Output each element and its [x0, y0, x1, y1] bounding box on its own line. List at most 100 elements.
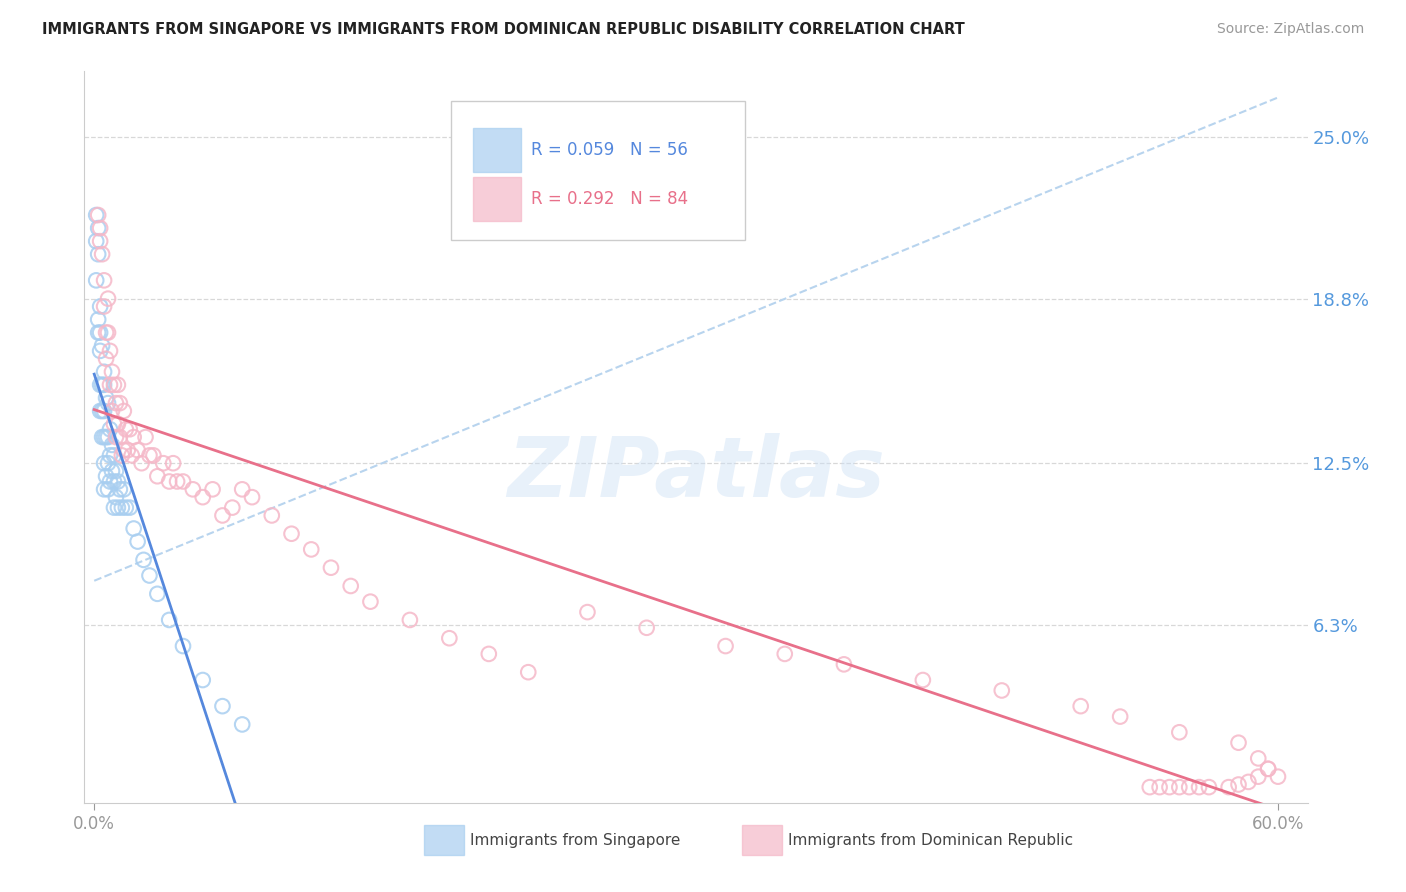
Point [87, 208, 110, 222]
Point [94, 326, 117, 340]
Point [1139, 780, 1161, 794]
Point [576, 605, 599, 619]
Point [1227, 778, 1250, 792]
Point [135, 430, 157, 444]
Point [127, 534, 149, 549]
Text: Immigrants from Dominican Republic: Immigrants from Dominican Republic [787, 833, 1073, 848]
Point [101, 438, 124, 452]
Point [714, 639, 737, 653]
Point [399, 613, 422, 627]
Point [89, 300, 111, 314]
Point [97, 430, 120, 444]
Text: IMMIGRANTS FROM SINGAPORE VS IMMIGRANTS FROM DOMINICAN REPUBLIC DISABILITY CORRE: IMMIGRANTS FROM SINGAPORE VS IMMIGRANTS … [42, 22, 965, 37]
Point [1218, 780, 1240, 794]
Point [93, 377, 115, 392]
Point [107, 475, 129, 489]
Point [93, 365, 115, 379]
Point [138, 568, 160, 582]
Point [104, 396, 127, 410]
Point [127, 443, 149, 458]
Point [98, 377, 121, 392]
Point [84, 234, 107, 248]
Point [93, 404, 115, 418]
Point [146, 587, 169, 601]
Point [142, 449, 165, 463]
Point [636, 621, 658, 635]
Point [991, 683, 1014, 698]
Point [108, 483, 131, 497]
Point [1198, 780, 1220, 794]
Point [93, 430, 115, 444]
Point [103, 500, 125, 515]
Point [478, 647, 501, 661]
Text: R = 0.292   N = 84: R = 0.292 N = 84 [531, 190, 688, 209]
Point [91, 338, 114, 352]
Point [94, 469, 117, 483]
Point [191, 490, 214, 504]
Point [84, 273, 107, 287]
Point [118, 422, 141, 436]
Point [89, 404, 111, 418]
Point [157, 613, 180, 627]
Point [87, 247, 110, 261]
Point [1178, 780, 1201, 794]
Point [221, 500, 243, 515]
Point [89, 221, 111, 235]
Point [93, 273, 115, 287]
Point [117, 443, 139, 458]
Text: R = 0.059   N = 56: R = 0.059 N = 56 [531, 141, 688, 160]
Point [339, 579, 361, 593]
Point [211, 508, 233, 523]
Point [201, 483, 224, 497]
Point [1070, 699, 1092, 714]
Point [773, 647, 796, 661]
Point [94, 430, 117, 444]
Point [98, 449, 121, 463]
Point [104, 430, 127, 444]
Point [132, 553, 155, 567]
Point [517, 665, 540, 680]
Point [1168, 780, 1191, 794]
FancyBboxPatch shape [425, 825, 464, 855]
Point [157, 475, 180, 489]
Point [89, 343, 111, 358]
Point [107, 417, 129, 431]
Point [93, 483, 115, 497]
Point [280, 526, 302, 541]
Point [1237, 775, 1260, 789]
Point [97, 456, 120, 470]
Point [101, 365, 124, 379]
Point [1227, 736, 1250, 750]
Point [122, 521, 145, 535]
Point [832, 657, 855, 672]
Point [172, 475, 194, 489]
Point [103, 475, 125, 489]
Point [1257, 762, 1279, 776]
Point [121, 449, 143, 463]
Point [240, 490, 263, 504]
Point [89, 234, 111, 248]
FancyBboxPatch shape [474, 178, 522, 220]
Point [93, 300, 115, 314]
Point [181, 483, 204, 497]
Point [260, 508, 283, 523]
Point [138, 449, 160, 463]
Point [107, 377, 129, 392]
Point [211, 699, 233, 714]
Point [1267, 770, 1289, 784]
Point [111, 500, 134, 515]
Point [97, 326, 120, 340]
Point [98, 343, 121, 358]
Point [152, 456, 174, 470]
Point [114, 422, 136, 436]
Point [166, 475, 188, 489]
Point [103, 417, 125, 431]
Point [87, 326, 110, 340]
Point [1247, 770, 1270, 784]
Point [94, 351, 117, 366]
Point [111, 449, 134, 463]
Point [91, 247, 114, 261]
Point [98, 422, 121, 436]
Point [87, 221, 110, 235]
Point [87, 312, 110, 326]
